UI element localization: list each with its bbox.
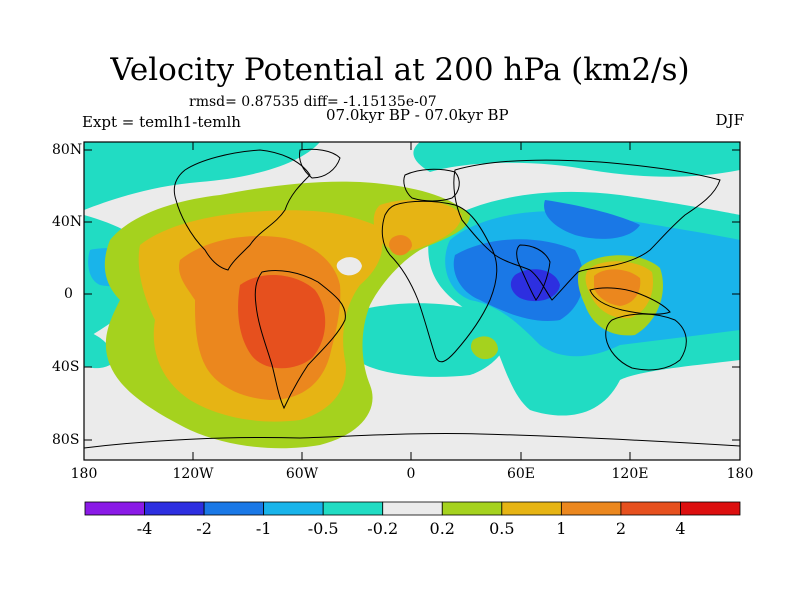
colorbar-box	[560, 501, 622, 516]
coastline-south-america	[254, 269, 346, 410]
experiment-label: Expt = temlh1-temlh	[82, 113, 241, 131]
colorbar-label: -4	[136, 519, 153, 538]
coastline-greenland	[299, 148, 341, 179]
colorbar-box	[501, 501, 562, 516]
coastlines	[84, 148, 740, 449]
colorbar-label: 4	[675, 519, 686, 538]
lat-tick-label: 80N	[52, 142, 83, 158]
lon-tick-label: 120E	[611, 466, 649, 482]
field-orange-maritime	[594, 269, 641, 306]
colorbar-box	[322, 501, 384, 516]
colorbar-label: 0.5	[489, 519, 515, 538]
colorbar-box	[203, 501, 265, 516]
colorbar-label: -2	[196, 519, 212, 538]
lat-tick-label: 0	[64, 286, 73, 302]
lon-tick-label: 180	[726, 466, 754, 482]
period-label: 07.0kyr BP - 07.0kyr BP	[326, 106, 509, 124]
field-neutral-atlantic-hole	[336, 257, 362, 276]
axis-ticks	[84, 142, 740, 460]
colorbar-box	[620, 501, 681, 516]
lon-tick-label: 0	[406, 466, 416, 482]
colorbar-box	[84, 501, 145, 516]
colorbar-label: 2	[615, 519, 626, 538]
coastline-indonesia	[589, 287, 671, 315]
coastline-north-america	[173, 149, 311, 271]
field-lime-africa	[470, 336, 498, 360]
lat-tick-label: 80S	[52, 432, 80, 448]
field-cyan-atlantic	[348, 303, 509, 377]
lat-tick-label: 40N	[52, 214, 83, 230]
field-orange-west-africa	[389, 235, 412, 256]
colorbar-box	[441, 501, 503, 516]
lon-tick-label: 120W	[172, 466, 214, 482]
colorbar-label: -0.5	[307, 519, 339, 538]
colorbar-box	[680, 501, 741, 516]
coastline-india	[516, 244, 551, 301]
lon-tick-label: 60W	[285, 466, 319, 482]
colorbar-label: -0.2	[367, 519, 399, 538]
colorbar-label: 0.2	[429, 519, 455, 538]
colorbar-box	[263, 501, 324, 516]
lat-tick-label: 40S	[52, 359, 80, 375]
colorbar-box	[382, 501, 443, 516]
field-cyan-north-west	[84, 142, 320, 210]
field-blue-north	[544, 200, 640, 239]
coastline-eurasia	[453, 159, 721, 301]
season-label: DJF	[715, 111, 744, 129]
coastline-europe	[403, 168, 460, 202]
coastline-antarctica	[84, 432, 740, 449]
stats-line: rmsd= 0.87535 diff= -1.15135e-07	[189, 94, 437, 110]
coastline-africa	[381, 200, 498, 363]
lon-tick-label: 180	[70, 466, 98, 482]
colorbar-box	[144, 501, 205, 516]
chart-title: Velocity Potential at 200 hPa (km2/s)	[110, 52, 690, 88]
field-redorange-americas	[238, 274, 326, 369]
coastline-australia	[605, 313, 687, 371]
field-cyan-southwest	[84, 330, 113, 369]
map-frame	[83, 141, 741, 461]
colorbar-label: -1	[255, 519, 272, 538]
lon-tick-label: 60E	[506, 466, 536, 482]
colorbar-label: 1	[556, 519, 567, 538]
